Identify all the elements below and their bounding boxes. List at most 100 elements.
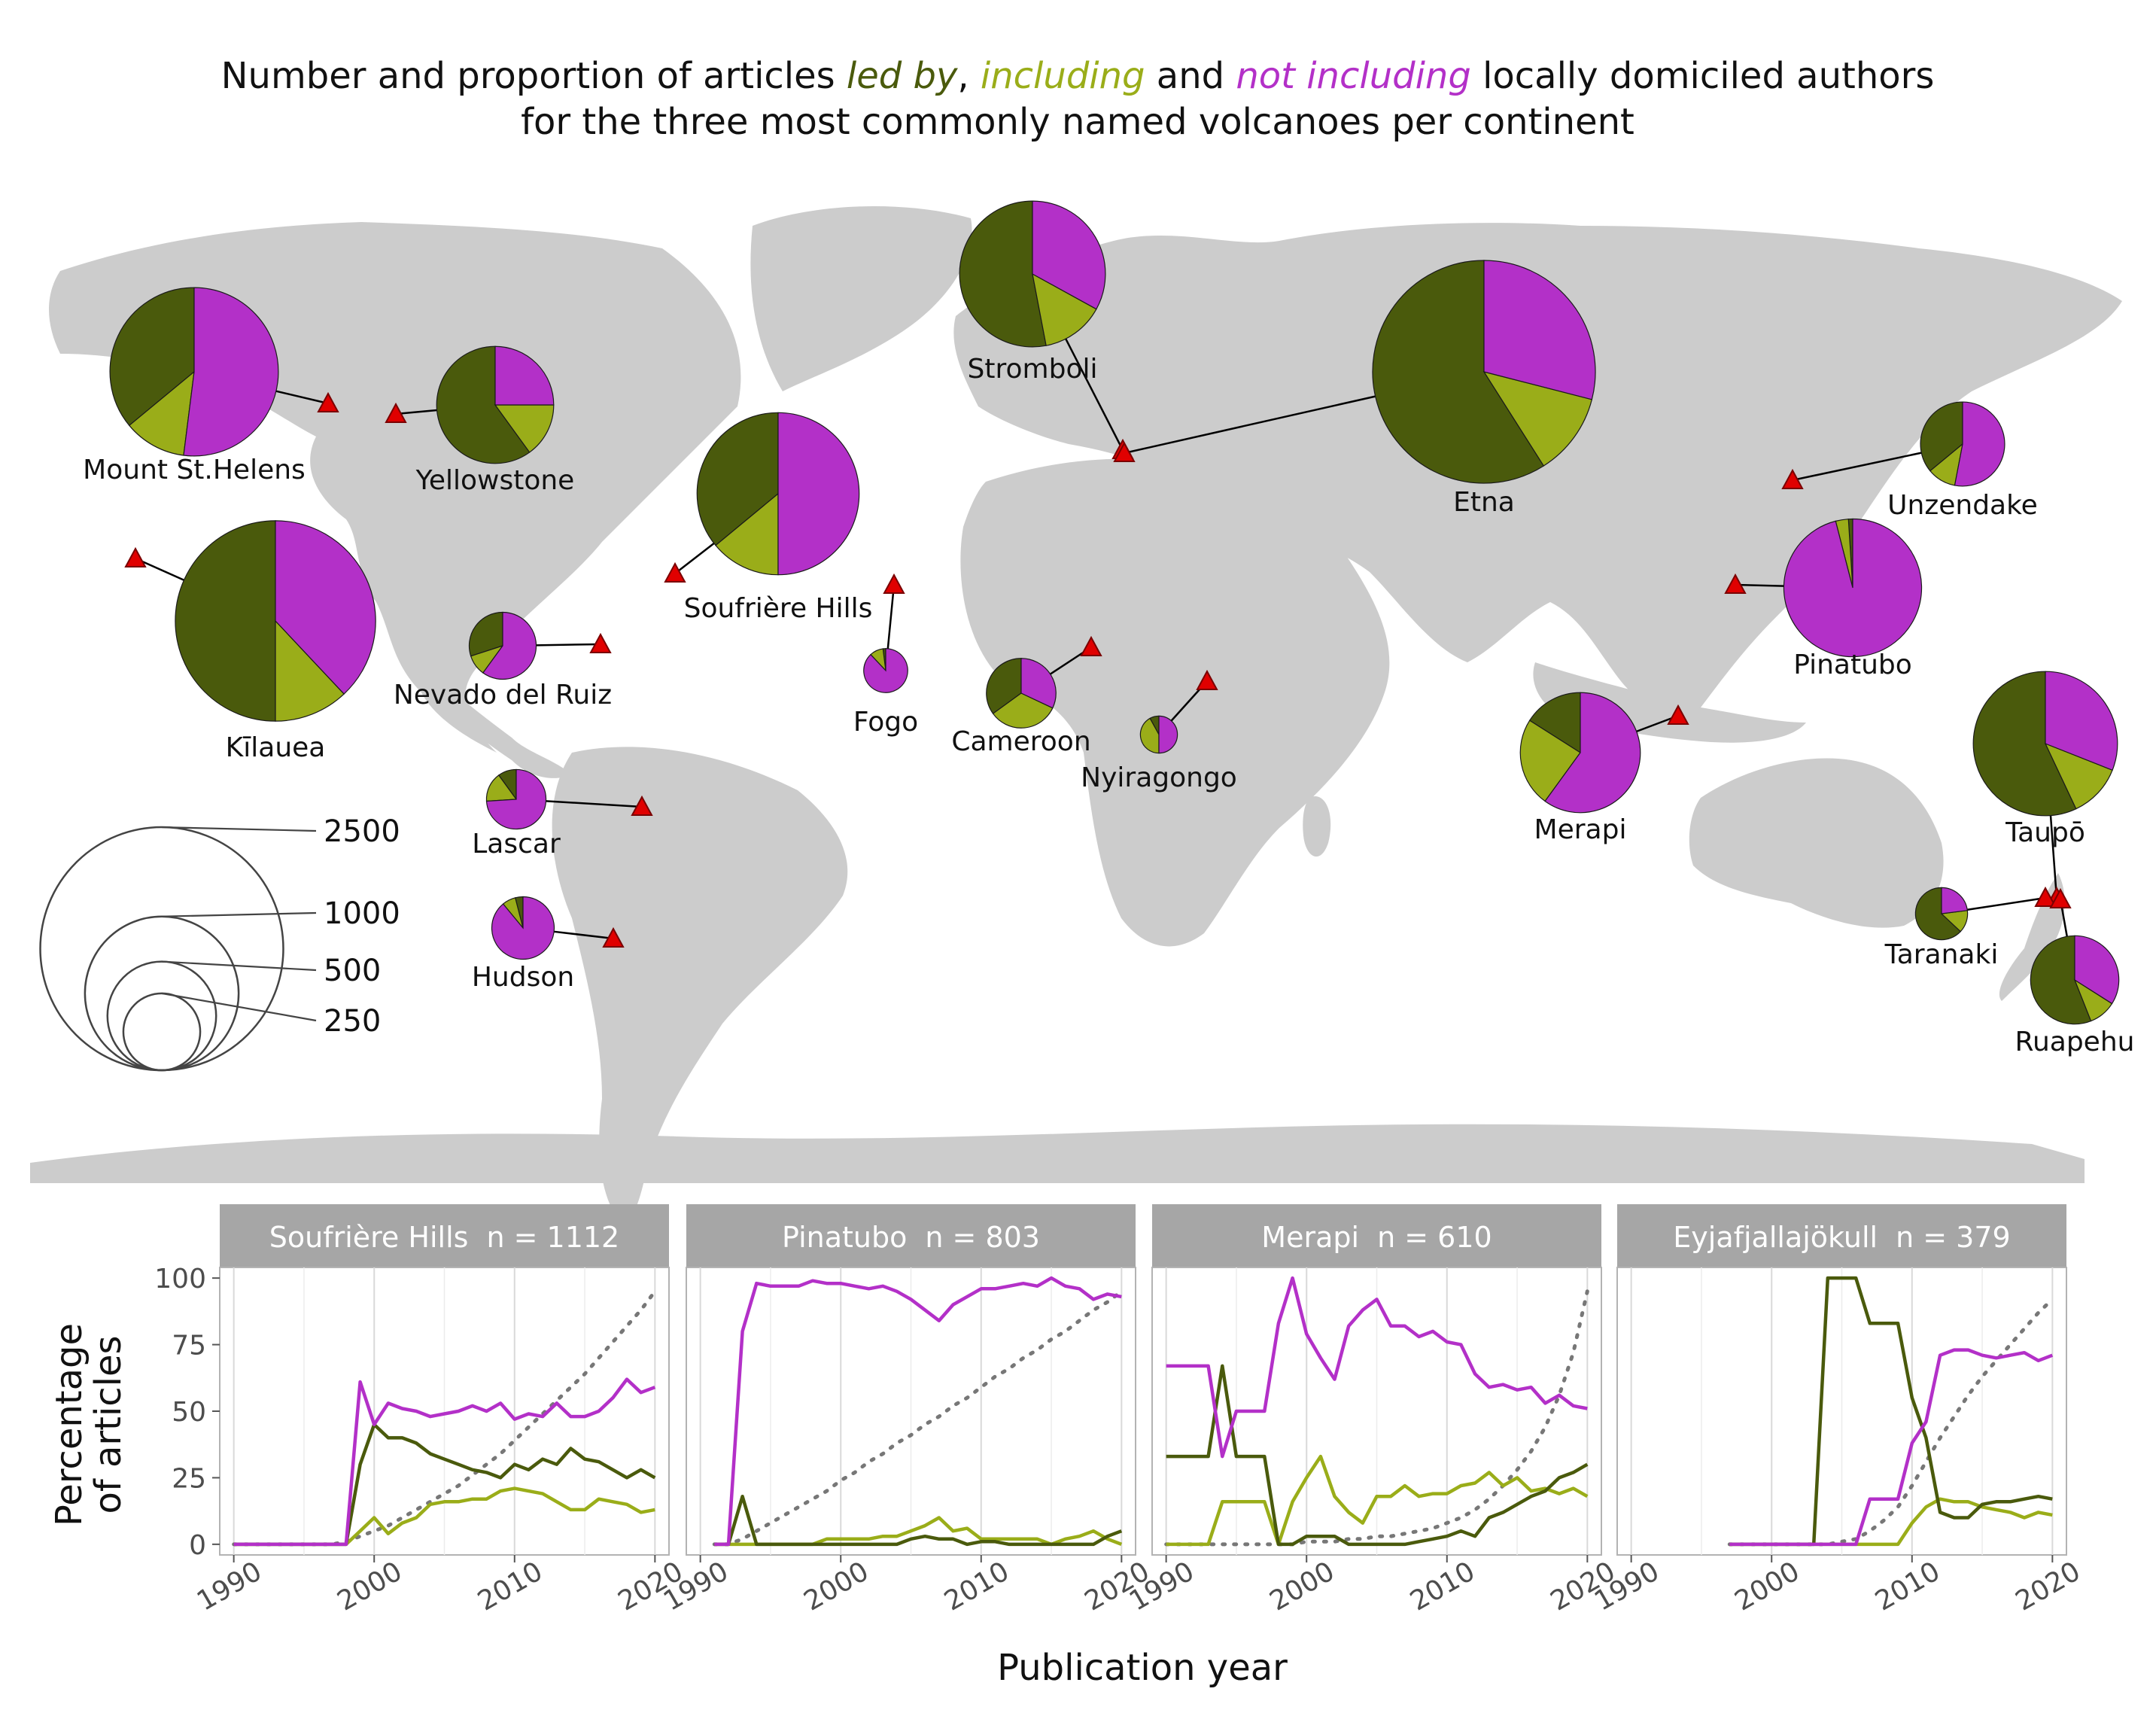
pie-slice-cameroon-not-including	[1020, 658, 1057, 709]
pie-slice-taranaki-led-by	[1914, 887, 1962, 941]
volcano-marker-lascar	[631, 795, 653, 817]
pie-slice-lascar-not-including	[485, 768, 547, 830]
pie-slice-etna-including	[1482, 371, 1593, 467]
x-tick-label-soufriere-hills-2000: 2000	[333, 1556, 408, 1617]
size-legend-label-250: 250	[324, 1004, 381, 1039]
series-line-merapi-led-by	[1166, 1364, 1589, 1547]
pie-slice-ruapehu-not-including	[2074, 935, 2120, 1005]
volcano-label-mount-st-helens: Mount St.Helens	[83, 455, 306, 485]
series-line-merapi-including	[1166, 1454, 1589, 1547]
x-tick-label-merapi-2010: 2010	[1405, 1556, 1480, 1617]
volcano-marker-nevado-del-ruiz	[589, 632, 612, 654]
panel-strip-merapi	[1152, 1204, 1601, 1267]
pie-unzendake	[1920, 401, 2005, 487]
pie-kilauea	[175, 520, 376, 722]
connector-hudson	[554, 930, 614, 940]
volcano-marker-hudson	[602, 926, 625, 948]
map-africa	[960, 458, 1390, 947]
volcano-label-stromboli: Stromboli	[968, 354, 1098, 385]
panel-name-eyjafjallajokull: Eyjafjallajökull	[1673, 1221, 1878, 1254]
volcano-marker-cameroon	[1080, 635, 1102, 657]
panel-strip-soufriere-hills	[220, 1204, 669, 1267]
pie-slice-unzendake-not-including	[1954, 401, 2005, 487]
title-line-2: for the three most commonly named volcan…	[521, 101, 1634, 143]
pie-slice-nevado-del-ruiz-not-including	[482, 611, 537, 680]
volcano-label-yellowstone: Yellowstone	[415, 465, 575, 496]
pie-merapi	[1519, 692, 1641, 814]
map-madagascar	[1303, 796, 1331, 857]
pie-hudson	[491, 896, 555, 960]
pie-nyiragongo	[1139, 715, 1178, 754]
x-tick-label-merapi-2000: 2000	[1265, 1556, 1340, 1617]
pie-mount-st-helens	[109, 287, 279, 457]
pie-stromboli	[959, 200, 1106, 348]
volcano-label-pinatubo: Pinatubo	[1793, 650, 1912, 680]
pie-pinatubo	[1783, 518, 1923, 658]
volcano-marker-etna	[1113, 441, 1136, 463]
volcano-label-taupo: Taupō	[2005, 817, 2085, 848]
panel-strip-title-eyjafjallajokull: Eyjafjallajökull n = 379	[1673, 1221, 2010, 1254]
figure-title: Number and proportion of articles led by…	[221, 55, 1935, 143]
volcano-label-kilauea: Kīlauea	[226, 732, 326, 763]
pie-slice-soufriere-hills-led-by	[696, 412, 779, 546]
panel-n-soufriere-hills: n = 1112	[486, 1221, 619, 1254]
pie-lascar	[485, 768, 547, 830]
volcano-label-merapi: Merapi	[1534, 814, 1627, 845]
connector-mount-st-helens	[275, 390, 329, 405]
volcano-marker-unzendake	[1781, 468, 1804, 490]
y-tick-label-100: 100	[154, 1264, 206, 1295]
x-tick-label-soufriere-hills-2010: 2010	[473, 1556, 548, 1617]
volcano-label-unzendake: Unzendake	[1887, 490, 2038, 521]
panel-n-pinatubo: n = 803	[925, 1221, 1040, 1254]
series-line-pinatubo-led-by	[714, 1494, 1123, 1547]
y-tick-label-50: 50	[172, 1397, 206, 1428]
map-australia	[1689, 758, 1944, 928]
volcano-marker-kilauea	[124, 546, 147, 568]
pie-slice-merapi-not-including	[1544, 692, 1641, 814]
x-axis-title: Publication year	[997, 1647, 1288, 1689]
size-legend-label-2500: 2500	[324, 814, 400, 849]
map-greenland	[750, 205, 972, 391]
panel-name-merapi: Merapi	[1261, 1221, 1359, 1254]
pie-cameroon	[986, 658, 1057, 729]
pie-slice-etna-led-by	[1372, 260, 1545, 484]
x-tick-label-soufriere-hills-1990: 1990	[192, 1556, 267, 1617]
size-legend-label-500: 500	[324, 954, 381, 988]
pie-slice-nyiragongo-not-including	[1158, 715, 1178, 754]
pie-yellowstone	[436, 345, 555, 464]
pie-slice-soufriere-hills-not-including	[777, 412, 860, 576]
size-legend-leader-250	[161, 992, 317, 1022]
pie-slice-cameroon-led-by	[986, 658, 1022, 715]
volcano-label-lascar: Lascar	[472, 829, 561, 860]
pie-slice-cameroon-including	[992, 692, 1054, 729]
pie-slice-nevado-del-ruiz-led-by	[468, 611, 503, 657]
volcano-marker-ruapehu	[2049, 887, 2072, 909]
panel-name-pinatubo: Pinatubo	[782, 1221, 907, 1254]
pie-slice-kilauea-including	[275, 619, 345, 722]
pie-slice-etna-not-including	[1483, 260, 1596, 400]
pie-slice-mount-st-helens-including	[128, 370, 195, 456]
pie-slice-kilauea-not-including	[275, 520, 376, 695]
map-central-america	[421, 662, 572, 778]
pie-fogo	[863, 648, 908, 693]
volcano-marker-fogo	[883, 573, 905, 595]
volcano-label-taranaki: Taranaki	[1884, 939, 1999, 970]
volcano-marker-taranaki	[2034, 886, 2057, 908]
map-south-america	[552, 747, 848, 1227]
connector-lascar	[546, 800, 643, 808]
pie-slice-ruapehu-led-by	[2030, 935, 2092, 1025]
volcano-label-fogo: Fogo	[853, 707, 918, 738]
pie-taupo	[1972, 671, 2118, 817]
size-legend-label-1000: 1000	[324, 896, 400, 931]
volcano-marker-pinatubo	[1724, 573, 1747, 595]
panel-n-eyjafjallajokull: n = 379	[1896, 1221, 2011, 1254]
connector-yellowstone	[395, 409, 437, 415]
pie-slice-hudson-not-including	[491, 896, 555, 960]
connector-nevado-del-ruiz	[536, 643, 601, 647]
connector-taranaki	[1967, 896, 2046, 911]
y-tick-label-75: 75	[172, 1331, 206, 1362]
panel-strip-pinatubo	[686, 1204, 1136, 1267]
pie-slice-taupo-led-by	[1972, 671, 2077, 817]
